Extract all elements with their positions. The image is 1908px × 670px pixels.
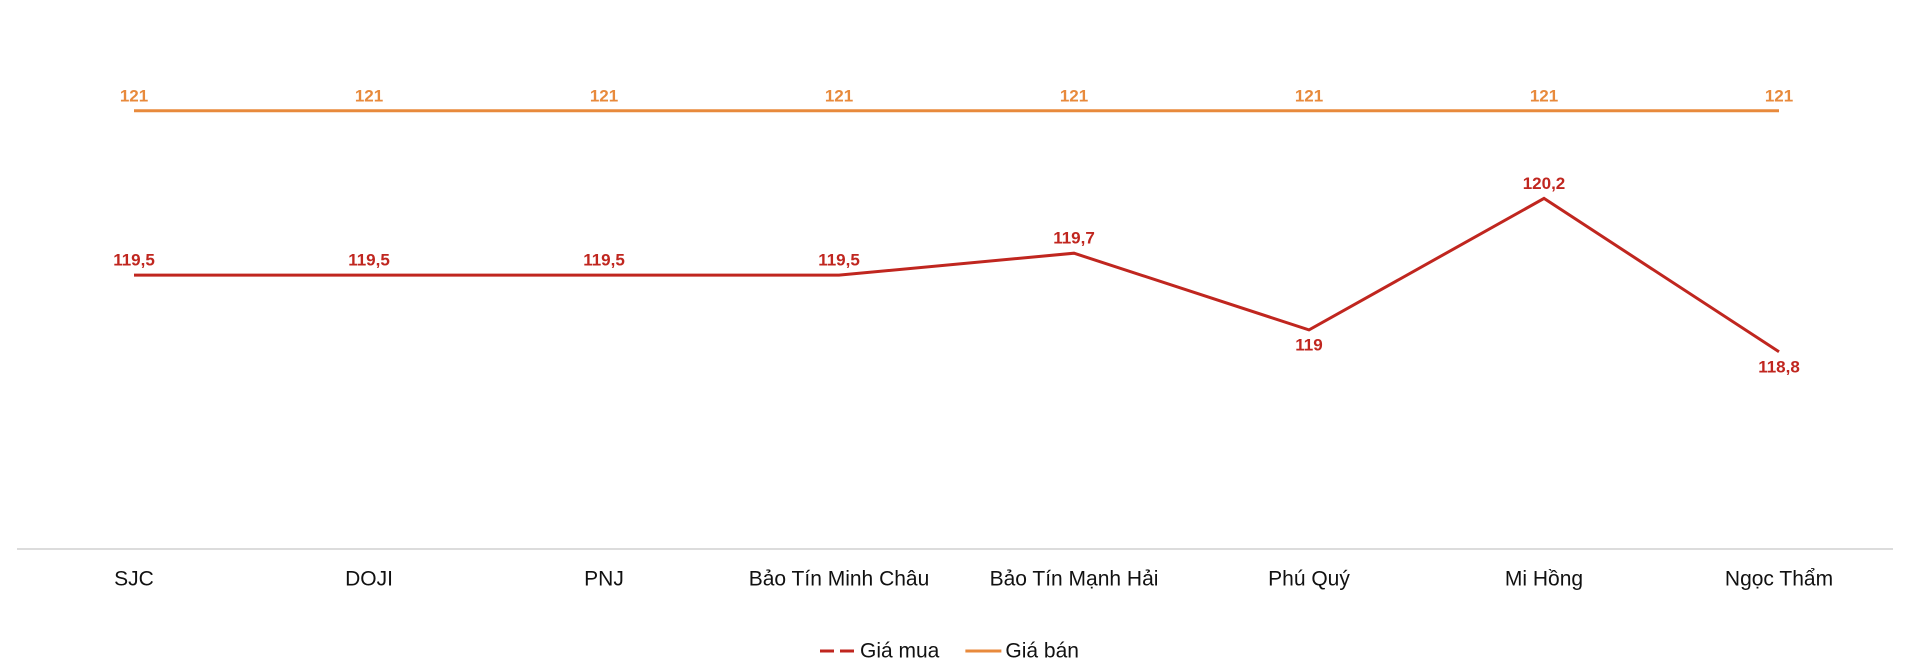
data-label: 120,2 (1523, 174, 1566, 193)
data-label: 121 (1765, 86, 1793, 105)
data-label: 121 (1060, 86, 1088, 105)
data-label: 121 (355, 86, 383, 105)
data-label: 121 (825, 86, 853, 105)
data-label: 121 (1530, 86, 1558, 105)
data-label: 121 (120, 86, 148, 105)
x-tick-label: Ngọc Thẩm (1725, 568, 1833, 591)
legend-label: Giá bán (1005, 640, 1079, 663)
data-label: 119,5 (583, 251, 625, 270)
series-line (134, 196, 1780, 354)
x-tick-label: Mi Hồng (1505, 568, 1583, 591)
data-label: 121 (590, 86, 618, 105)
data-label: 118,8 (1758, 357, 1800, 376)
x-tick-label: PNJ (584, 568, 624, 591)
legend-label: Giá mua (860, 640, 940, 663)
data-label: 119,5 (818, 251, 860, 270)
data-label: 121 (1295, 86, 1323, 105)
x-tick-label: Bảo Tín Minh Châu (749, 568, 930, 591)
data-label: 119 (1295, 335, 1322, 354)
x-tick-label: Bảo Tín Mạnh Hải (990, 568, 1159, 591)
x-tick-label: DOJI (345, 568, 393, 591)
data-label: 119,7 (1053, 229, 1095, 248)
x-tick-label: SJC (114, 568, 154, 591)
data-label: 119,5 (113, 251, 155, 270)
data-label: 119,5 (348, 251, 390, 270)
x-tick-label: Phú Quý (1268, 568, 1350, 591)
